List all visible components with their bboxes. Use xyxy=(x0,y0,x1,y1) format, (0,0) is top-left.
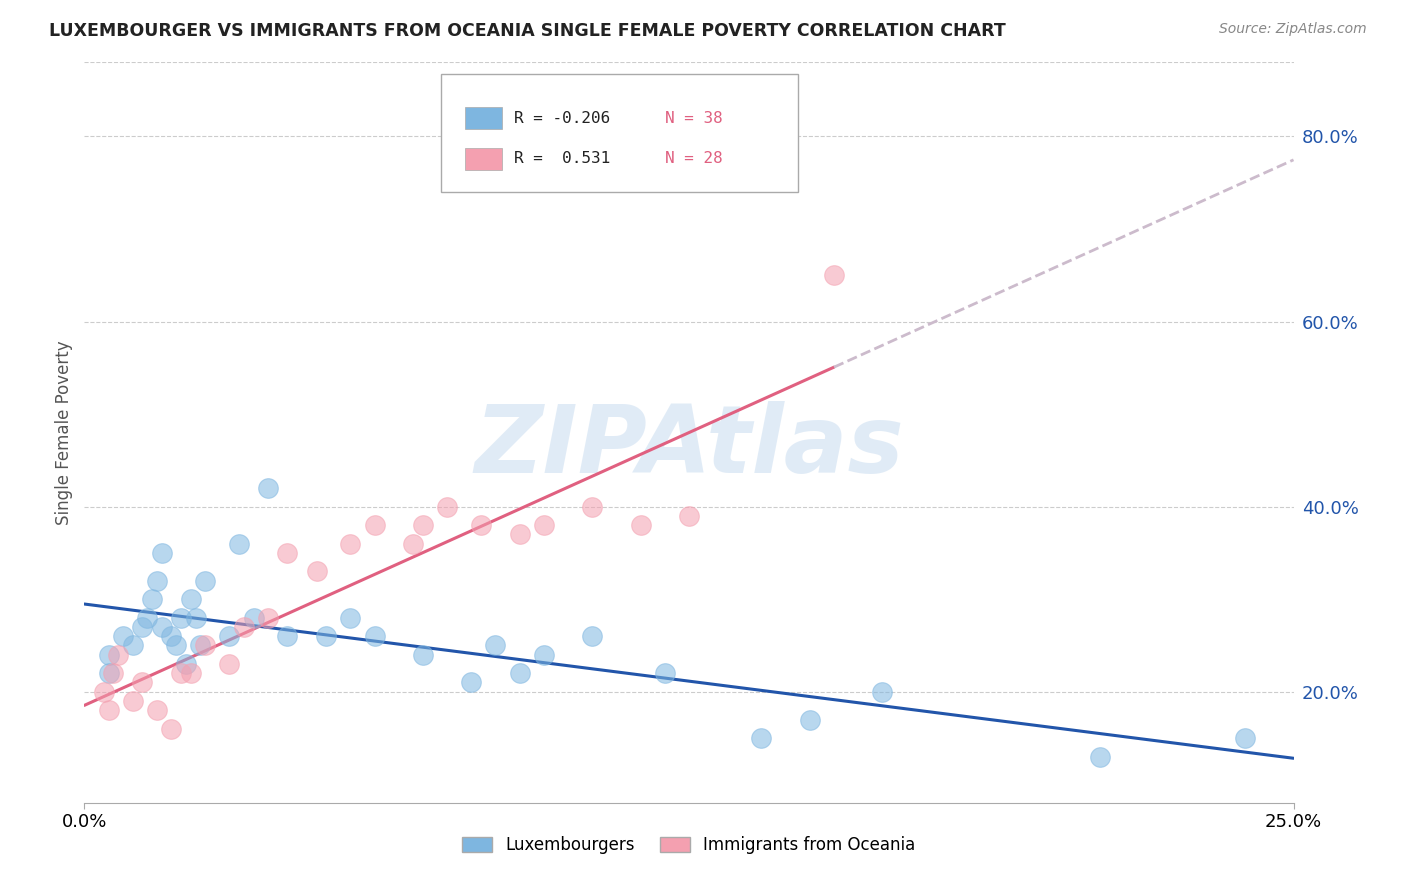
Point xyxy=(412,648,434,662)
Point xyxy=(160,629,183,643)
Point xyxy=(436,500,458,514)
Point xyxy=(470,518,492,533)
Point xyxy=(509,666,531,681)
Point xyxy=(276,546,298,560)
Point xyxy=(228,536,250,550)
Legend: Luxembourgers, Immigrants from Oceania: Luxembourgers, Immigrants from Oceania xyxy=(456,830,922,861)
Point xyxy=(218,629,240,643)
Point xyxy=(97,666,120,681)
Point xyxy=(412,518,434,533)
Point xyxy=(194,639,217,653)
Point xyxy=(257,610,280,624)
FancyBboxPatch shape xyxy=(441,73,797,192)
Point xyxy=(339,610,361,624)
Point xyxy=(112,629,135,643)
Point xyxy=(165,639,187,653)
Point xyxy=(654,666,676,681)
Point xyxy=(484,639,506,653)
Point xyxy=(823,268,845,283)
Point xyxy=(131,620,153,634)
Point xyxy=(533,518,555,533)
Point xyxy=(107,648,129,662)
Point xyxy=(190,639,212,653)
Bar xyxy=(465,147,502,169)
Point xyxy=(131,675,153,690)
Point xyxy=(218,657,240,671)
Point xyxy=(581,500,603,514)
Bar xyxy=(465,107,502,129)
Point xyxy=(97,703,120,717)
Point xyxy=(305,565,328,579)
Text: LUXEMBOURGER VS IMMIGRANTS FROM OCEANIA SINGLE FEMALE POVERTY CORRELATION CHART: LUXEMBOURGER VS IMMIGRANTS FROM OCEANIA … xyxy=(49,22,1005,40)
Point xyxy=(751,731,773,745)
Point xyxy=(150,546,173,560)
Text: R = -0.206: R = -0.206 xyxy=(513,111,610,126)
Text: N = 38: N = 38 xyxy=(665,111,723,126)
Point xyxy=(103,666,125,681)
Point xyxy=(180,592,202,607)
Point xyxy=(315,629,337,643)
Point xyxy=(184,610,207,624)
Point xyxy=(170,610,193,624)
Point xyxy=(799,713,821,727)
Point xyxy=(509,527,531,541)
Point xyxy=(363,518,385,533)
Point xyxy=(276,629,298,643)
Point xyxy=(242,610,264,624)
Point xyxy=(339,536,361,550)
Point xyxy=(146,703,169,717)
Point xyxy=(678,508,700,523)
Point xyxy=(363,629,385,643)
Point xyxy=(581,629,603,643)
Point xyxy=(460,675,482,690)
Point xyxy=(146,574,169,588)
Point xyxy=(257,481,280,495)
Point xyxy=(194,574,217,588)
Point xyxy=(402,536,425,550)
Point xyxy=(121,639,143,653)
Point xyxy=(180,666,202,681)
Text: Source: ZipAtlas.com: Source: ZipAtlas.com xyxy=(1219,22,1367,37)
Point xyxy=(872,685,894,699)
Text: N = 28: N = 28 xyxy=(665,152,723,166)
Text: R =  0.531: R = 0.531 xyxy=(513,152,610,166)
Point xyxy=(630,518,652,533)
Point xyxy=(97,648,120,662)
Point xyxy=(150,620,173,634)
Point xyxy=(141,592,163,607)
Point xyxy=(170,666,193,681)
Text: ZIPAtlas: ZIPAtlas xyxy=(474,401,904,493)
Point xyxy=(1234,731,1257,745)
Point xyxy=(136,610,159,624)
Point xyxy=(1088,749,1111,764)
Point xyxy=(121,694,143,708)
Point xyxy=(160,722,183,736)
Point xyxy=(93,685,115,699)
Y-axis label: Single Female Poverty: Single Female Poverty xyxy=(55,341,73,524)
Point xyxy=(233,620,256,634)
Point xyxy=(174,657,197,671)
Point xyxy=(533,648,555,662)
